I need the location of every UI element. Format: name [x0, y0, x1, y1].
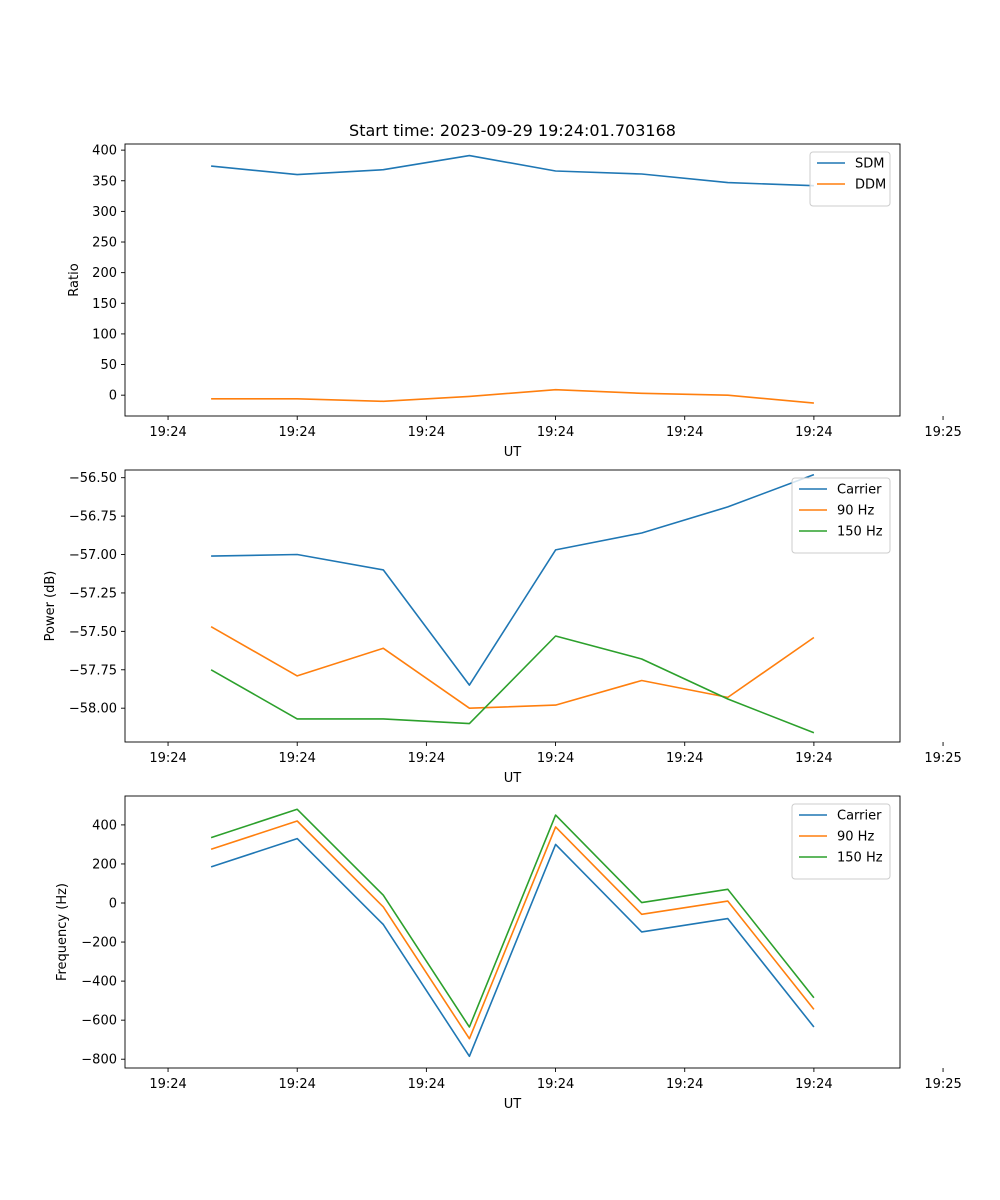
x-tick-label: 19:25 — [924, 751, 961, 766]
legend-label: 150 Hz — [837, 851, 883, 866]
legend-label: 90 Hz — [837, 830, 874, 845]
legend-label: 90 Hz — [837, 504, 874, 519]
x-tick-label: 19:24 — [795, 751, 832, 766]
series-line-ddm — [211, 388, 814, 404]
legend-label: DDM — [855, 178, 886, 193]
y-tick-label: 100 — [92, 327, 117, 342]
y-tick-label: −200 — [81, 936, 117, 951]
x-tick-label: 19:24 — [408, 751, 445, 766]
y-tick-label: 0 — [109, 897, 117, 912]
chart-3: 19:24 19:24 19:24 19:24 19:24 19:24 19:25 −800 −… — [55, 795, 962, 1112]
x-tick-label: 19:24 — [408, 1077, 445, 1092]
series-line-150-hz — [210, 635, 815, 734]
x-tick-label: 19:24 — [666, 425, 703, 440]
series-line-carrier — [211, 473, 815, 686]
legend-label: SDM — [855, 157, 884, 172]
y-tick-label: 250 — [92, 236, 117, 251]
legend-label: 150 Hz — [837, 525, 883, 540]
series-line-90-hz — [210, 626, 815, 710]
y-tick-label: 150 — [92, 297, 117, 312]
legend-label: Carrier — [837, 809, 882, 824]
plot-frame — [124, 143, 901, 417]
x-tick-label: 19:24 — [795, 1077, 832, 1092]
legend: SDM DDM — [809, 151, 891, 207]
y-tick-label: 200 — [92, 857, 117, 872]
x-tick-label: 19:24 — [408, 425, 445, 440]
y-tick-label: −800 — [81, 1053, 117, 1068]
y-tick-label: −58.00 — [69, 702, 117, 717]
x-tick-label: 19:25 — [924, 425, 961, 440]
x-tick-label: 19:24 — [795, 425, 832, 440]
y-axis-label: Power (dB) — [43, 571, 58, 642]
x-axis-label: UT — [504, 1097, 522, 1112]
y-axis-label: Ratio — [67, 263, 82, 296]
x-tick-label: 19:24 — [537, 751, 574, 766]
y-tick-label: −57.75 — [69, 663, 117, 678]
y-tick-label: 300 — [92, 205, 117, 220]
legend: Carrier 90 Hz 150 Hz — [791, 803, 891, 880]
y-tick-label: 50 — [100, 358, 117, 373]
x-tick-label: 19:24 — [278, 751, 315, 766]
y-axis-label: Frequency (Hz) — [55, 883, 70, 981]
y-tick-label: −57.00 — [69, 548, 117, 563]
plot-frame — [124, 469, 901, 743]
x-tick-label: 19:24 — [278, 425, 315, 440]
x-tick-label: 19:25 — [924, 1077, 961, 1092]
x-tick-label: 19:24 — [149, 751, 186, 766]
x-tick-label: 19:24 — [537, 1077, 574, 1092]
y-tick-label: −400 — [81, 975, 117, 990]
legend: Carrier 90 Hz 150 Hz — [791, 477, 891, 554]
y-tick-label: −56.75 — [69, 510, 117, 525]
y-tick-label: 400 — [92, 144, 117, 159]
legend-box — [809, 151, 891, 207]
y-tick-label: 200 — [92, 266, 117, 281]
legend-label: Carrier — [837, 483, 882, 498]
x-tick-label: 19:24 — [149, 1077, 186, 1092]
x-axis-label: UT — [504, 771, 522, 786]
x-tick-label: 19:24 — [666, 1077, 703, 1092]
y-tick-label: −600 — [81, 1014, 117, 1029]
x-tick-label: 19:24 — [666, 751, 703, 766]
legend-box — [791, 803, 891, 880]
x-tick-label: 19:24 — [278, 1077, 315, 1092]
series-line-carrier — [210, 837, 815, 1058]
series-line-150-hz — [210, 808, 815, 1028]
x-tick-label: 19:24 — [537, 425, 574, 440]
chart-2: 19:24 19:24 19:24 19:24 19:24 19:24 19:25 −58.0… — [43, 469, 962, 786]
chart-1: Start time: 2023-09-29 19:24:01.703168 19… — [67, 121, 962, 460]
plot-frame — [124, 795, 901, 1069]
series-line-sdm — [211, 154, 814, 187]
chart-title: Start time: 2023-09-29 19:24:01.703168 — [349, 121, 676, 140]
x-axis-label: UT — [504, 445, 522, 460]
y-tick-label: 400 — [92, 818, 117, 833]
x-tick-label: 19:24 — [149, 425, 186, 440]
y-tick-label: 350 — [92, 174, 117, 189]
y-tick-label: 0 — [109, 389, 117, 404]
legend-box — [791, 477, 891, 554]
series-line-90-hz — [210, 820, 815, 1040]
y-tick-label: −56.50 — [69, 471, 117, 486]
y-tick-label: −57.25 — [69, 586, 117, 601]
y-tick-label: −57.50 — [69, 625, 117, 640]
